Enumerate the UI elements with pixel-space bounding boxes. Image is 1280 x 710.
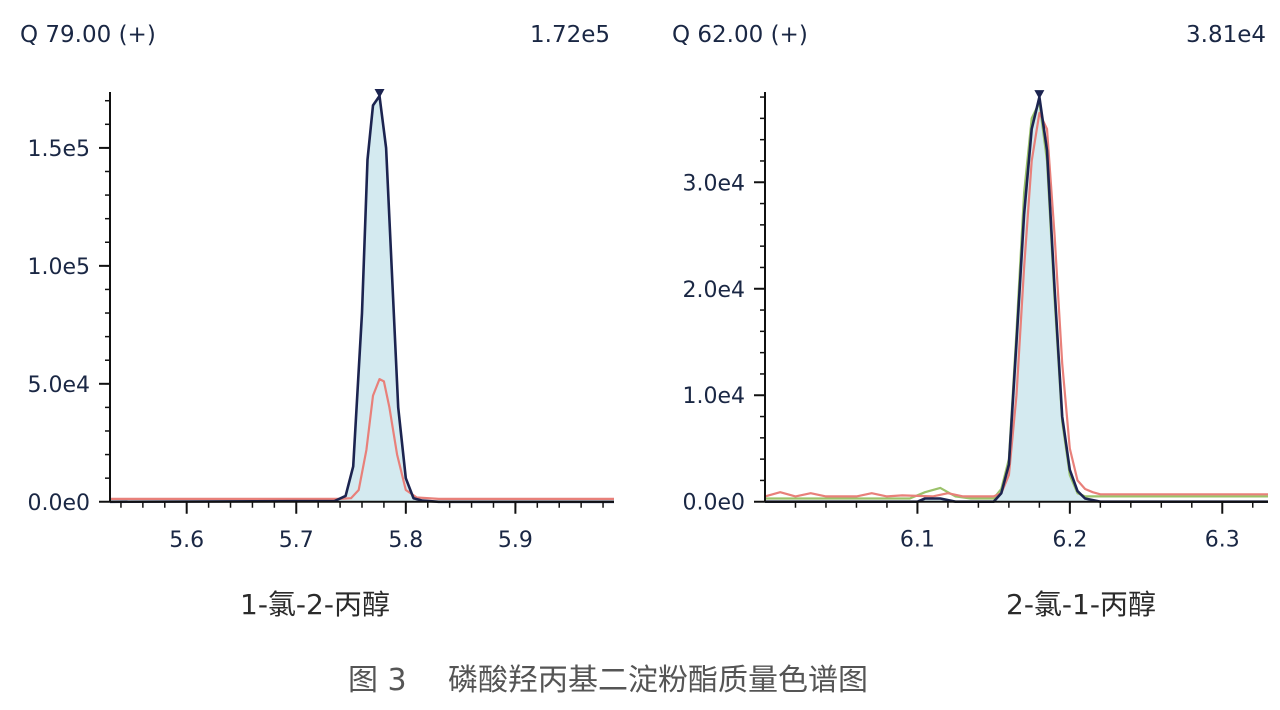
panel-1-peak-area-fill — [110, 96, 614, 502]
panel-2-apex-marker-icon — [1034, 90, 1045, 100]
panel-2-y-tick-label: 0.0e0 — [682, 491, 745, 516]
panel-1-y-tick-label: 5.0e4 — [27, 373, 90, 398]
panel-2-y-tick-label: 3.0e4 — [682, 171, 745, 196]
panel-2-compound-name: 2-氯-1-丙醇 — [1006, 588, 1156, 621]
panel-1-x-tick-label: 5.9 — [498, 528, 533, 553]
panel-1-y-tick-label: 0.0e0 — [27, 491, 90, 516]
panel-2-y-tick-label: 2.0e4 — [682, 278, 745, 303]
panel-1-x-tick-label: 5.7 — [279, 528, 314, 553]
panel-1-compound-name: 1-氯-2-丙醇 — [240, 588, 390, 621]
panel-2-y-tick-label: 1.0e4 — [682, 384, 745, 409]
chromatogram-panel-2: Q 62.00 (+) 3.81e4 2-氯-1-丙醇 0.0e0 1.0e4 2.… — [672, 22, 1268, 621]
panel-1-qualifier1-trace — [110, 378, 614, 500]
panel-2-quant-trace — [765, 95, 1268, 504]
panel-1-quant-trace — [109, 94, 614, 504]
panel-2-x-tick-label: 6.3 — [1205, 528, 1240, 553]
panel-1-max-intensity: 1.72e5 — [530, 22, 610, 48]
figure-caption-number: 图 3 — [348, 663, 407, 698]
panel-2-qualifier1-trace — [764, 111, 1268, 498]
panel-2-ion-label: Q 62.00 (+) — [672, 22, 808, 48]
panel-2-x-tick-label: 6.2 — [1052, 528, 1087, 553]
panel-2-peak-area-fill — [765, 97, 1268, 502]
panel-1-y-tick-label: 1.0e5 — [27, 255, 90, 280]
panel-1-ion-label: Q 79.00 (+) — [20, 22, 156, 48]
panel-1-x-tick-label: 5.8 — [388, 528, 423, 553]
panel-1-y-tick-label: 1.5e5 — [27, 137, 90, 162]
chromatogram-panel-1: Q 79.00 (+) 1.72e5 1-氯-2-丙醇 0.0e0 5.0e4 1.… — [20, 22, 614, 621]
panel-2-x-tick-label: 6.1 — [900, 528, 935, 553]
panel-2-max-intensity: 3.81e4 — [1186, 22, 1266, 48]
panel-1-apex-marker-icon — [374, 89, 385, 98]
figure-caption-title: 磷酸羟丙基二淀粉酯质量色谱图 — [448, 663, 868, 698]
panel-1-x-tick-label: 5.6 — [169, 528, 204, 553]
